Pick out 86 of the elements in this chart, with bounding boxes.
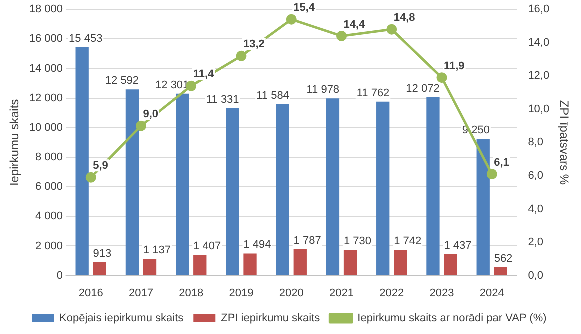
data-label: 913 — [93, 248, 112, 260]
y-tick-label: 10 000 — [29, 122, 64, 134]
y2-tick-label: 8,0 — [528, 136, 544, 149]
bar — [244, 254, 257, 276]
x-tick-label: 2023 — [430, 287, 454, 300]
bar — [176, 94, 190, 276]
y-tick-label: 2 000 — [36, 240, 64, 252]
data-label: 15,4 — [294, 2, 316, 14]
y-tick-label: 8 000 — [36, 152, 64, 164]
y2-tick-label: 14,0 — [528, 36, 550, 49]
bar — [326, 98, 340, 276]
data-label: 1 407 — [194, 240, 222, 253]
data-label: 14,4 — [344, 18, 366, 31]
point — [486, 169, 498, 180]
y-tick-label: 18 000 — [29, 4, 64, 16]
data-label: 12 301 — [156, 79, 190, 92]
y2-tick-label: 6,0 — [528, 170, 544, 182]
y2-tick-label: 0,0 — [528, 270, 544, 282]
bar — [93, 262, 106, 276]
data-label: 1 787 — [294, 234, 322, 247]
bar — [143, 258, 157, 276]
y2-tick-label: 16,0 — [528, 4, 550, 16]
bar — [276, 104, 290, 276]
point — [386, 24, 398, 35]
data-label: 14,8 — [394, 12, 416, 24]
data-label: 6,1 — [494, 156, 510, 169]
y-axis-title: Iepirkumu skaits — [8, 99, 22, 186]
data-label: 1 437 — [444, 240, 472, 252]
data-label: 1 742 — [394, 236, 422, 248]
data-label: 11 978 — [306, 84, 340, 96]
y-tick-label: 14 000 — [29, 62, 64, 75]
bar — [76, 47, 89, 276]
point — [186, 80, 197, 92]
x-tick-label: 2017 — [128, 287, 154, 300]
data-label: 11,9 — [444, 60, 465, 72]
bar — [426, 97, 440, 276]
bar — [226, 108, 240, 276]
point — [436, 72, 448, 84]
bar — [194, 254, 207, 276]
y2-tick-label: 10,0 — [528, 103, 550, 116]
y-tick-label: 6 000 — [36, 181, 64, 194]
y2-tick-label: 4,0 — [528, 203, 544, 216]
point — [136, 120, 146, 132]
bar — [476, 139, 490, 276]
data-label: 1 730 — [344, 236, 372, 248]
data-label: 12 592 — [105, 75, 140, 88]
point — [86, 172, 96, 183]
data-label: 1 494 — [244, 239, 272, 252]
point — [336, 30, 347, 42]
x-tick-label: 2016 — [78, 287, 104, 300]
y2-tick-label: 12,0 — [528, 70, 550, 82]
y2-axis-title: ZPI īpatsvars % — [557, 100, 572, 186]
bar — [494, 267, 508, 276]
data-label: 5,9 — [93, 160, 108, 172]
point — [286, 14, 297, 25]
legend-label: Iepirkumu skaits ar norādi par VAP (%) — [358, 312, 547, 325]
bar — [344, 250, 358, 276]
y-tick-label: 12 000 — [29, 92, 64, 104]
x-tick-label: 2024 — [480, 287, 504, 300]
y-tick-label: 4 000 — [36, 210, 64, 223]
bar — [126, 90, 140, 276]
y-tick-label: 0 — [56, 270, 64, 282]
x-tick-label: 2021 — [330, 287, 354, 300]
legend-label: ZPI iepirkumu skaits — [221, 312, 321, 325]
bar — [294, 249, 307, 276]
data-label: 562 — [494, 253, 513, 266]
bar — [394, 250, 408, 276]
y-tick-label: 16 000 — [29, 33, 64, 46]
data-label: 11 584 — [256, 90, 290, 102]
data-label: 11 762 — [356, 87, 390, 100]
x-tick-label: 2020 — [279, 287, 304, 300]
data-label: 13,2 — [243, 38, 265, 51]
x-tick-label: 2022 — [380, 287, 404, 300]
data-label: 11,4 — [193, 68, 216, 81]
data-label: 15 453 — [69, 32, 103, 45]
point — [236, 50, 247, 62]
data-label: 9,0 — [143, 108, 159, 121]
data-label: 1 137 — [143, 244, 171, 257]
x-tick-label: 2019 — [229, 287, 254, 300]
y2-tick-label: 2,0 — [528, 236, 544, 249]
legend-label: Kopējais iepirkumu skaits — [60, 312, 184, 325]
bar — [444, 254, 458, 276]
data-label: 12 072 — [406, 82, 440, 95]
bar — [376, 102, 390, 276]
x-tick-label: 2018 — [179, 287, 204, 300]
data-label: 11 331 — [206, 94, 240, 106]
